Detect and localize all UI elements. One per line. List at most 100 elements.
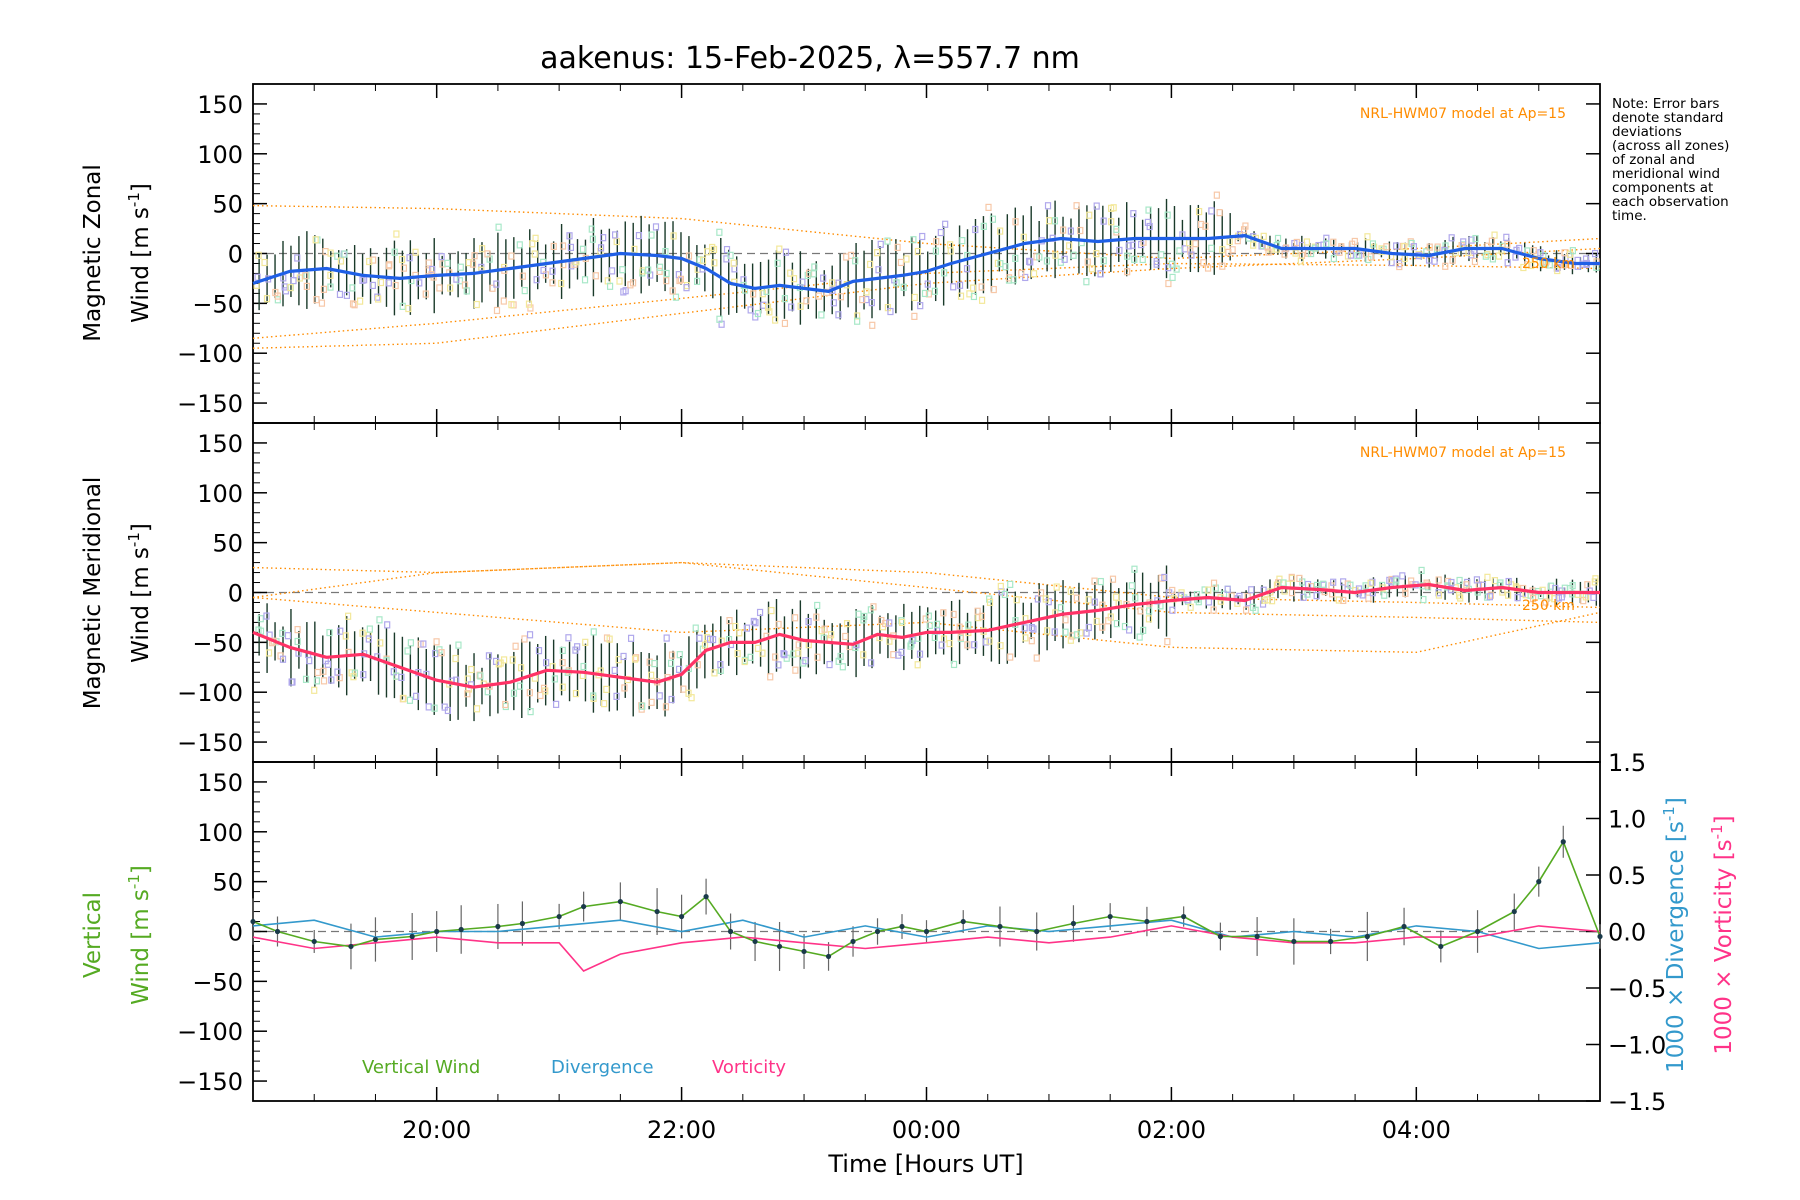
zone-sample-marker: [519, 272, 526, 280]
zone-sample-marker: [1281, 250, 1288, 258]
zone-sample-marker: [924, 280, 931, 288]
zone-sample-marker: [908, 640, 915, 648]
zone-sample-marker: [942, 220, 949, 228]
zone-sample-marker: [294, 254, 301, 262]
zone-sample-marker: [933, 237, 940, 246]
zone-sample-marker: [1210, 579, 1218, 587]
zone-sample-marker: [1013, 596, 1020, 604]
zone-sample-marker: [656, 267, 663, 275]
y-tick-label: −50: [192, 290, 243, 318]
zone-sample-marker: [1077, 226, 1084, 235]
zone-sample-marker: [1504, 591, 1512, 599]
zone-sample-marker: [1113, 593, 1120, 601]
zone-sample-marker: [1347, 581, 1354, 589]
zone-sample-marker: [436, 284, 443, 292]
zone-sample-marker: [406, 696, 414, 704]
vertical-wind-point: [678, 913, 685, 920]
zone-sample-marker: [533, 276, 540, 284]
zone-sample-marker: [897, 258, 905, 267]
zone-sample-marker: [1066, 242, 1073, 250]
zone-sample-marker: [917, 302, 924, 310]
zone-sample-marker: [432, 649, 439, 658]
zone-sample-marker: [349, 284, 356, 292]
vertical-wind-point: [1364, 933, 1370, 940]
zone-sample-marker: [287, 284, 294, 292]
zone-sample-marker: [980, 222, 987, 230]
zone-sample-marker: [1471, 257, 1479, 266]
zone-sample-marker: [1073, 202, 1080, 210]
zone-sample-marker: [1100, 257, 1107, 265]
zone-sample-marker: [255, 251, 262, 259]
zone-sample-marker: [294, 637, 301, 646]
y2-tick-label: −0.5: [1608, 975, 1666, 1003]
zone-sample-marker: [734, 649, 741, 658]
zone-sample-marker: [675, 665, 683, 673]
zone-sample-marker: [1219, 262, 1226, 270]
zone-sample-marker: [1546, 261, 1553, 269]
zone-sample-marker: [790, 650, 797, 658]
zone-sample-marker: [302, 272, 309, 280]
zone-sample-marker: [1393, 577, 1400, 585]
vertical-wind-point: [923, 928, 930, 935]
zone-sample-marker: [1131, 565, 1138, 573]
zone-sample-marker: [696, 634, 703, 642]
zone-sample-marker: [1435, 576, 1442, 584]
zone-sample-marker: [693, 277, 701, 286]
zone-sample-marker: [1067, 587, 1074, 595]
zone-sample-marker: [1418, 566, 1425, 575]
vertical-wind-point: [1070, 920, 1077, 927]
zone-sample-marker: [1530, 247, 1537, 255]
zone-sample-marker: [1265, 248, 1272, 256]
zone-sample-marker: [677, 275, 685, 283]
y2-tick-label: 0.0: [1608, 919, 1646, 947]
zone-sample-marker: [1030, 625, 1037, 633]
zone-sample-marker: [543, 659, 550, 667]
zone-sample-marker: [365, 635, 372, 643]
zone-sample-marker: [821, 625, 828, 633]
zone-sample-marker: [1052, 251, 1059, 259]
vertical-wind-point: [495, 923, 501, 930]
zone-sample-marker: [377, 639, 384, 647]
zone-sample-marker: [990, 285, 997, 294]
zone-sample-marker: [386, 261, 393, 269]
zone-sample-marker: [711, 259, 718, 267]
y-tick-label: −50: [192, 968, 243, 996]
zone-sample-marker: [526, 631, 534, 639]
zone-sample-marker: [815, 292, 823, 300]
zone-sample-marker: [1100, 217, 1107, 225]
vertical-wind-point: [1291, 938, 1297, 945]
vertical-wind-point: [1181, 913, 1187, 920]
zone-sample-marker: [447, 284, 454, 292]
zone-sample-marker: [1113, 225, 1120, 233]
zone-sample-marker: [1487, 591, 1495, 599]
zone-sample-marker: [1514, 594, 1521, 602]
zone-sample-marker: [759, 649, 766, 657]
note-line: each observation: [1612, 194, 1729, 210]
vertical-wind-point: [458, 926, 464, 933]
zone-sample-marker: [622, 287, 629, 295]
zone-sample-marker: [274, 296, 281, 304]
zone-sample-marker: [1132, 594, 1139, 602]
zone-sample-marker: [1033, 654, 1040, 662]
zone-sample-marker: [1330, 238, 1337, 246]
zone-sample-marker: [1369, 578, 1376, 586]
note-line: of zonal and: [1612, 152, 1695, 168]
zone-sample-marker: [775, 661, 782, 669]
zone-sample-marker: [1020, 233, 1027, 241]
zone-sample-marker: [559, 242, 567, 250]
zone-sample-marker: [1010, 276, 1017, 284]
zone-sample-marker: [932, 247, 940, 255]
zone-sample-marker: [279, 655, 287, 663]
zone-sample-marker: [827, 631, 835, 639]
zone-sample-marker: [313, 677, 321, 685]
zone-sample-marker: [385, 279, 392, 287]
legend-vorticity: Vorticity: [712, 1057, 786, 1078]
zone-sample-marker: [799, 278, 806, 286]
zone-sample-marker: [639, 702, 646, 710]
zone-sample-marker: [606, 282, 614, 290]
zone-sample-marker: [1188, 251, 1195, 259]
zone-sample-marker: [1034, 595, 1042, 603]
vertical-wind-point: [311, 938, 317, 945]
zone-sample-marker: [516, 241, 523, 249]
